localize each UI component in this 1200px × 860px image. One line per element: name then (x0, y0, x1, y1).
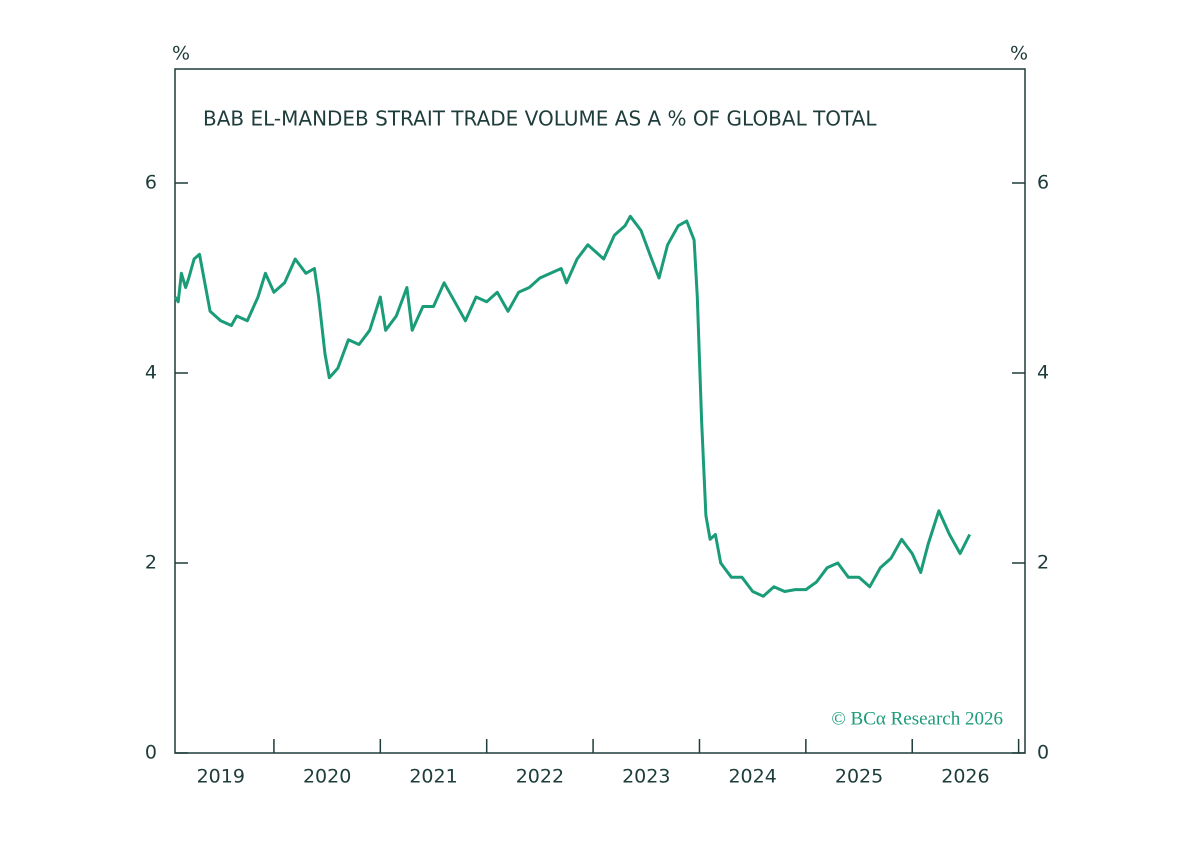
x-tick-label: 2019 (197, 766, 245, 788)
source-note: © BCα Research 2026 (831, 708, 1003, 729)
y2-axis-unit: % (1010, 43, 1028, 65)
y-axis-unit: % (172, 43, 190, 65)
x-tick-label: 2024 (728, 766, 776, 788)
x-tick-label: 2023 (622, 766, 670, 788)
y-tick-label: 2 (145, 552, 157, 574)
y-tick-label: 0 (145, 742, 157, 764)
x-tick-label: 2022 (516, 766, 564, 788)
y-tick-label: 4 (145, 362, 157, 384)
x-tick-label: 2020 (303, 766, 351, 788)
x-tick-label: 2025 (835, 766, 883, 788)
chart-title: BAB EL-MANDEB STRAIT TRADE VOLUME AS A %… (203, 107, 877, 131)
x-tick-label: 2021 (409, 766, 457, 788)
y2-tick-label: 4 (1037, 362, 1049, 384)
y2-tick-label: 6 (1037, 172, 1049, 194)
y-tick-label: 6 (145, 172, 157, 194)
data-line (173, 214, 972, 598)
y2-tick-label: 0 (1037, 742, 1049, 764)
plot-frame (174, 68, 1026, 754)
y2-tick-label: 2 (1037, 552, 1049, 574)
x-tick-label: 2026 (941, 766, 989, 788)
